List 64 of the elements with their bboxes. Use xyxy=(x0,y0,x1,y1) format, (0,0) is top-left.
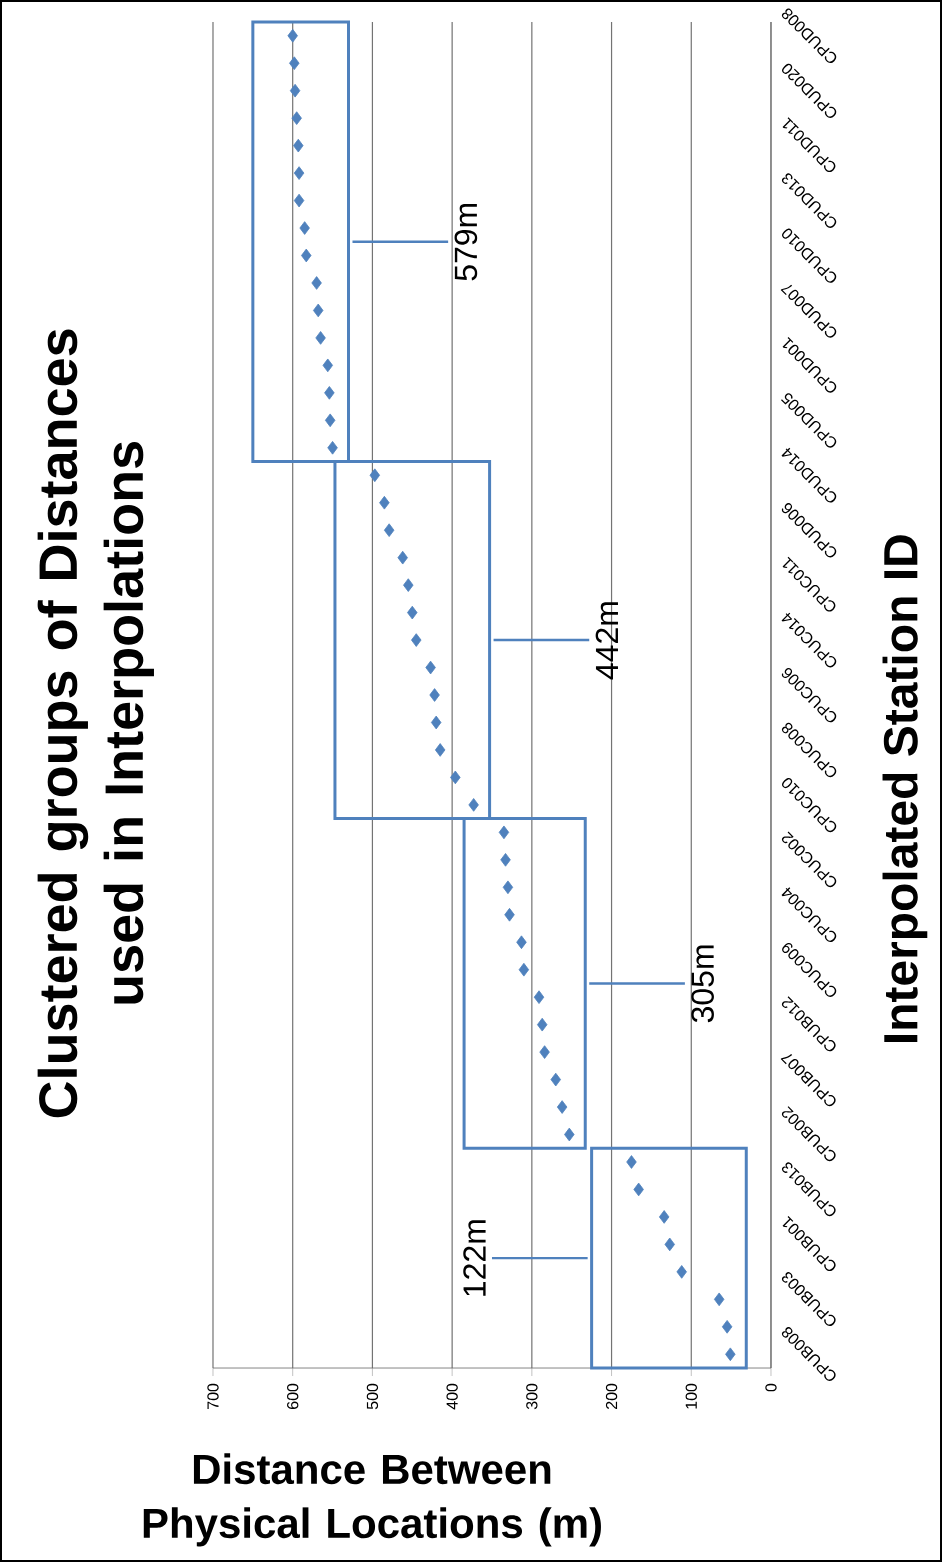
point xyxy=(369,468,381,483)
point xyxy=(676,1265,687,1279)
point xyxy=(533,990,545,1004)
point xyxy=(430,715,442,730)
point xyxy=(327,440,338,455)
point xyxy=(313,303,324,318)
y-axis-title: Interpolated Station ID xyxy=(882,535,928,1043)
point xyxy=(434,743,446,757)
point xyxy=(518,962,530,977)
point xyxy=(311,276,322,290)
point xyxy=(324,386,335,400)
x-tick-label: 400 xyxy=(446,1383,458,1410)
point xyxy=(502,880,514,895)
point xyxy=(556,1100,568,1114)
x-tick-label: 700 xyxy=(207,1383,219,1409)
point xyxy=(468,798,479,812)
point xyxy=(397,550,408,565)
point xyxy=(411,633,422,647)
point xyxy=(301,248,312,263)
point xyxy=(550,1072,561,1087)
annotation: 442m xyxy=(595,602,618,680)
text: Clustered groups of Distances used in Interpolations xyxy=(37,329,154,1118)
point xyxy=(498,825,510,840)
point xyxy=(289,56,300,71)
annotation: 305m xyxy=(691,945,714,1023)
point xyxy=(564,1127,575,1142)
point xyxy=(504,907,515,922)
point xyxy=(713,1292,725,1307)
point xyxy=(664,1237,675,1252)
point xyxy=(403,578,414,592)
point xyxy=(289,83,301,98)
point xyxy=(299,221,310,235)
point xyxy=(324,413,336,428)
point xyxy=(322,358,333,373)
point xyxy=(407,605,418,620)
x-tick-label: 200 xyxy=(605,1383,618,1409)
point xyxy=(291,111,302,125)
point xyxy=(383,523,395,537)
x-tick-label: 600 xyxy=(287,1383,299,1409)
point xyxy=(315,331,326,345)
point xyxy=(500,853,511,867)
point xyxy=(516,935,527,950)
point xyxy=(725,1347,736,1362)
point xyxy=(293,193,305,208)
point xyxy=(429,688,440,702)
point xyxy=(539,1045,550,1059)
point xyxy=(293,138,304,153)
annotation: 579m xyxy=(454,203,478,281)
point xyxy=(293,166,305,180)
point xyxy=(450,770,461,785)
point xyxy=(537,1017,548,1032)
point xyxy=(287,28,298,43)
x-tick-label: 0 xyxy=(765,1383,777,1392)
point xyxy=(626,1155,637,1169)
point xyxy=(633,1182,644,1197)
point xyxy=(379,495,390,510)
point xyxy=(721,1320,733,1334)
point xyxy=(658,1210,670,1224)
x-tick-label: 100 xyxy=(685,1383,697,1409)
point xyxy=(425,660,436,675)
x-axis-title: Distance Between Physical Locations (m) xyxy=(143,1453,601,1547)
annotation: 122m xyxy=(463,1220,486,1296)
x-tick-label: 500 xyxy=(366,1383,379,1410)
x-tick-label: 300 xyxy=(526,1383,538,1410)
